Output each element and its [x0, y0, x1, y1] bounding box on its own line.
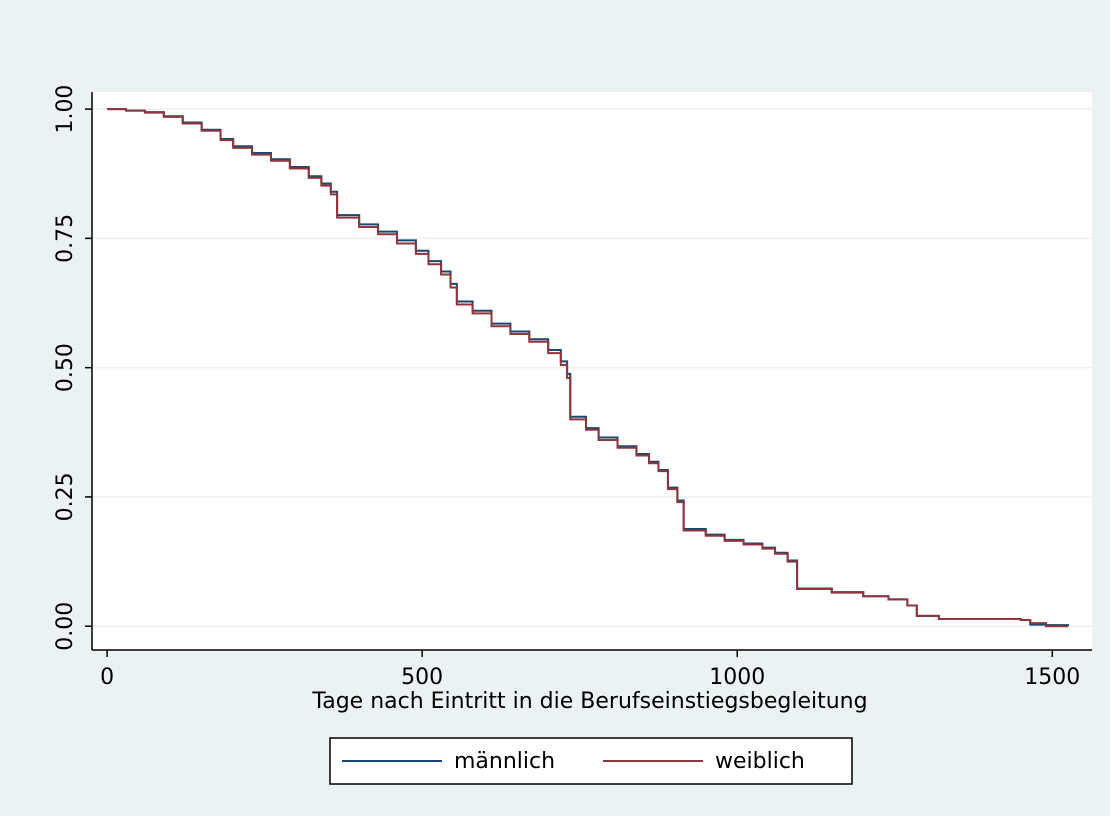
legend-label: weiblich	[715, 749, 805, 774]
y-tick-label: 0.25	[53, 472, 78, 521]
y-tick-label: 0.75	[53, 214, 78, 263]
x-tick-label: 1000	[709, 665, 765, 690]
legend-label: männlich	[454, 749, 555, 774]
y-tick-label: 0.50	[53, 343, 78, 392]
survival-line	[107, 108, 1069, 628]
x-tick-label: 1500	[1024, 665, 1080, 690]
x-axis-title: Tage nach Eintritt in die Berufseinstieg…	[311, 689, 867, 714]
plot-area	[92, 92, 1092, 650]
x-tick-label: 500	[401, 665, 443, 690]
y-tick-label: 0.00	[53, 602, 78, 651]
y-tick-label: 1.00	[53, 85, 78, 134]
x-tick-label: 0	[100, 665, 114, 690]
